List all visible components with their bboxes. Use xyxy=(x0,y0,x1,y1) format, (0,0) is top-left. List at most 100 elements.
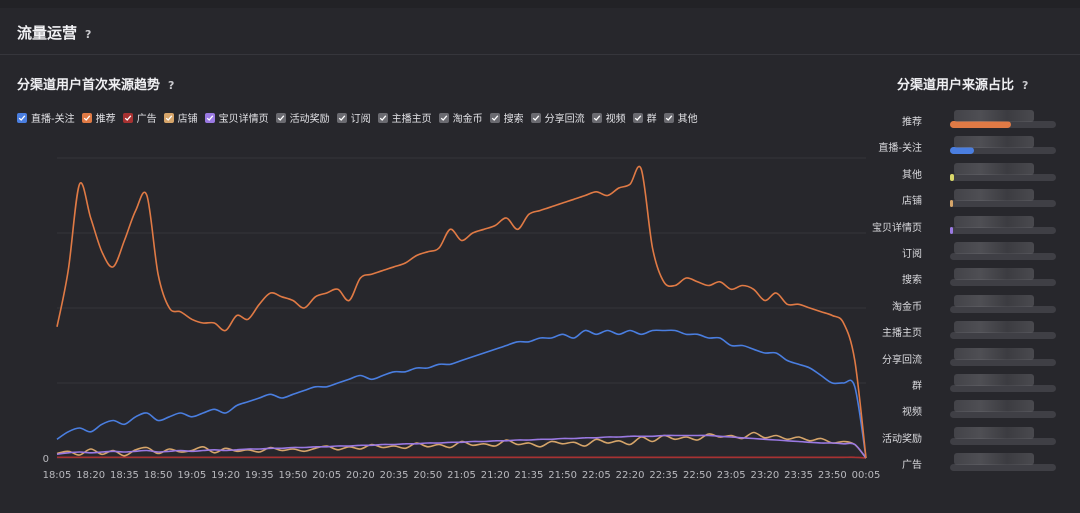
checkbox-icon[interactable] xyxy=(163,112,174,123)
series-line xyxy=(56,434,867,459)
x-tick-label: 22:35 xyxy=(649,470,678,481)
x-tick-label: 21:20 xyxy=(481,470,510,481)
page-title-text: 流量运营 xyxy=(17,24,78,42)
legend-label: 搜索 xyxy=(503,114,524,125)
checkbox-icon[interactable] xyxy=(489,112,500,123)
legend-label: 宝贝详情页 xyxy=(218,114,269,125)
help-icon[interactable]: ? xyxy=(85,28,92,41)
checkbox-icon[interactable] xyxy=(438,112,449,123)
share-row: 广告 xyxy=(880,453,1080,472)
share-label: 活动奖励 xyxy=(882,433,922,445)
x-tick-label: 20:05 xyxy=(312,470,341,481)
x-tick-label: 00:05 xyxy=(852,470,880,481)
share-row: 群 xyxy=(880,374,1080,392)
legend-item[interactable]: 宝贝详情页 xyxy=(204,110,269,125)
checkbox-icon[interactable] xyxy=(204,112,215,123)
share-bar-fill xyxy=(950,200,954,208)
checkbox-icon[interactable] xyxy=(336,112,347,123)
share-row: 搜索 xyxy=(880,268,1080,287)
checkbox-icon[interactable] xyxy=(122,112,133,123)
checkbox-icon[interactable] xyxy=(275,112,286,123)
legend-item[interactable]: 订阅 xyxy=(336,110,371,125)
share-bar-track xyxy=(950,464,1056,472)
checkbox-icon[interactable] xyxy=(591,112,602,123)
share-bar-track xyxy=(950,253,1056,260)
redacted-value xyxy=(954,400,1034,413)
redacted-value xyxy=(954,268,1034,281)
share-bar-track xyxy=(950,279,1056,287)
share-bar-track xyxy=(950,332,1056,340)
legend-item[interactable]: 视频 xyxy=(591,110,626,125)
x-tick-label: 18:35 xyxy=(110,470,139,481)
legend-item[interactable]: 搜索 xyxy=(489,110,524,125)
x-tick-label: 19:35 xyxy=(245,470,274,481)
trend-chart: 0 18:05 18:20 18:35 18:50 19:05 19:20 19:35 19:5… xyxy=(43,157,880,481)
series-line xyxy=(56,165,867,459)
x-tick-label: 22:50 xyxy=(683,470,712,481)
checkbox-icon[interactable] xyxy=(663,112,674,123)
legend-label: 主播主页 xyxy=(391,114,432,125)
help-icon[interactable]: ? xyxy=(168,79,175,92)
redacted-value xyxy=(954,294,1034,307)
x-tick-label: 20:35 xyxy=(380,470,409,481)
share-row: 主播主页 xyxy=(880,321,1080,340)
legend-item[interactable]: 广告 xyxy=(122,110,157,125)
chart-legend: 直播-关注 推荐 广告 店铺 宝贝详情页 活动奖励 订阅 主播主页 淘金币 搜索 分享回流 视频 群 其他 xyxy=(17,110,705,125)
redacted-value xyxy=(954,110,1034,122)
x-tick-label: 21:05 xyxy=(447,470,476,481)
series-line xyxy=(56,431,867,459)
top-strip xyxy=(0,0,1080,8)
legend-label: 广告 xyxy=(136,114,157,125)
checkbox-icon[interactable] xyxy=(530,112,541,123)
share-row: 活动奖励 xyxy=(880,426,1080,445)
checkbox-icon[interactable] xyxy=(81,112,92,123)
redacted-value xyxy=(954,453,1034,466)
share-bar-track xyxy=(950,173,1056,181)
section-header: 流量运营? xyxy=(0,8,1080,55)
share-row: 视频 xyxy=(880,400,1080,419)
share-label: 搜索 xyxy=(902,275,922,287)
share-bar-track xyxy=(950,200,1056,208)
legend-item[interactable]: 主播主页 xyxy=(377,110,432,125)
share-bar-track xyxy=(950,121,1056,128)
x-tick-label: 18:20 xyxy=(76,470,105,481)
x-tick-label: 23:05 xyxy=(717,470,746,481)
share-row: 店铺 xyxy=(880,189,1080,208)
share-label: 宝贝详情页 xyxy=(872,222,922,234)
redacted-value xyxy=(954,136,1034,149)
x-tick-label: 22:05 xyxy=(582,470,611,481)
legend-item[interactable]: 推荐 xyxy=(81,110,116,125)
legend-item[interactable]: 群 xyxy=(632,110,657,125)
redacted-value xyxy=(954,242,1034,254)
share-row: 淘金币 xyxy=(880,294,1080,313)
x-tick-label: 21:50 xyxy=(548,470,577,481)
checkbox-icon[interactable] xyxy=(377,112,388,123)
share-row: 分享回流 xyxy=(880,347,1080,366)
checkbox-icon[interactable] xyxy=(17,112,27,123)
share-row: 宝贝详情页 xyxy=(872,215,1080,234)
share-title-text: 分渠道用户来源占比 xyxy=(897,78,1015,93)
x-tick-label: 22:20 xyxy=(616,470,645,481)
share-label: 淘金币 xyxy=(892,301,922,313)
x-tick-label: 19:50 xyxy=(279,470,308,481)
x-tick-label: 20:20 xyxy=(346,470,375,481)
share-label: 视频 xyxy=(902,407,922,419)
legend-item[interactable]: 其他 xyxy=(663,110,698,125)
legend-item[interactable]: 分享回流 xyxy=(530,110,585,125)
legend-label: 活动奖励 xyxy=(289,114,330,125)
legend-item[interactable]: 直播-关注 xyxy=(17,110,75,125)
legend-label: 分享回流 xyxy=(544,114,585,125)
legend-item[interactable]: 店铺 xyxy=(163,110,198,125)
help-icon[interactable]: ? xyxy=(1022,79,1029,92)
share-label: 其他 xyxy=(902,169,922,181)
checkbox-icon[interactable] xyxy=(632,112,643,123)
share-row: 推荐 xyxy=(880,110,1080,128)
legend-item[interactable]: 淘金币 xyxy=(438,110,483,125)
share-bar-fill xyxy=(950,226,954,234)
legend-label: 淘金币 xyxy=(452,114,483,125)
share-bar-track xyxy=(950,358,1056,366)
chart-title-text: 分渠道用户首次来源趋势 xyxy=(17,78,161,93)
legend-item[interactable]: 活动奖励 xyxy=(275,110,330,125)
redacted-value xyxy=(954,215,1034,228)
x-tick-label: 21:35 xyxy=(515,470,544,481)
